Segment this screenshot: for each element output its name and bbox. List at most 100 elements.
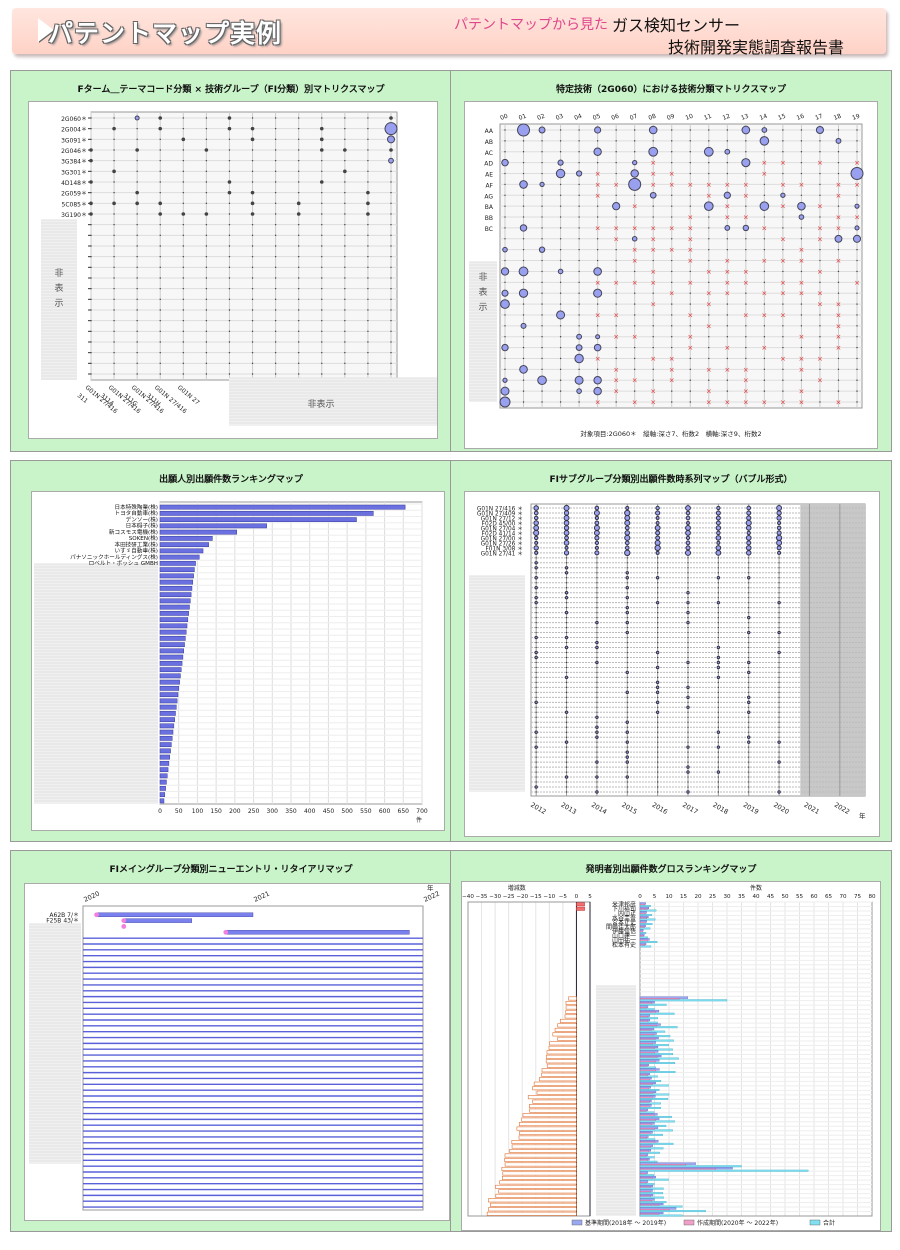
data-dot [687, 626, 689, 629]
cross-mark: × [798, 290, 804, 298]
data-dot [367, 170, 369, 173]
data-dot [626, 661, 628, 664]
data-dot [274, 373, 277, 375]
data-dot [559, 227, 562, 229]
bar [159, 767, 169, 772]
bubble [564, 710, 569, 714]
data-dot [250, 212, 255, 216]
data-dot [596, 303, 599, 305]
panel-fterm-matrix: Fターム＿テーマコード分類 × 技術グループ（FI分類）別マトリクスマップ 非表… [10, 70, 452, 452]
data-dot [390, 191, 392, 194]
data-dot [90, 191, 92, 194]
data-dot [657, 567, 659, 569]
cross-mark: × [836, 333, 842, 341]
bar-change [546, 1063, 577, 1068]
cross-mark: × [650, 399, 656, 407]
data-dot [136, 373, 138, 375]
y-tick-label: G01N 27/416 ＊ [477, 506, 523, 513]
data-dot [297, 330, 300, 333]
bar-change [557, 1036, 577, 1041]
bubble [624, 525, 630, 531]
bar-total [639, 1106, 661, 1109]
bubble [501, 289, 509, 297]
data-dot [274, 319, 277, 322]
data-dot [652, 379, 654, 381]
data-dot [113, 117, 115, 119]
bar-change [488, 1207, 577, 1212]
data-dot [367, 373, 369, 375]
bar [159, 704, 177, 710]
data-dot [274, 127, 277, 130]
data-dot [633, 216, 636, 218]
bar-change [522, 1113, 577, 1118]
bubble [715, 520, 721, 526]
data-dot [657, 731, 659, 733]
data-dot [90, 309, 92, 311]
right-tick-label: 35 [738, 894, 746, 900]
cross-mark: × [854, 279, 860, 287]
data-dot [652, 216, 654, 218]
data-dot [778, 736, 780, 738]
hidden-y-label-char: 示 [478, 303, 487, 313]
bubble [716, 770, 721, 774]
data-dot [800, 270, 803, 273]
bar-change [521, 1117, 577, 1122]
data-dot [390, 223, 392, 226]
data-dot [182, 181, 185, 183]
cross-mark: × [817, 377, 823, 385]
data-dot [596, 771, 598, 773]
bubble [624, 534, 631, 541]
bar [159, 573, 194, 579]
data-dot [113, 213, 115, 215]
bubble [746, 530, 751, 536]
cross-mark: × [632, 203, 638, 211]
y-tick-label: 3G091＊ [61, 137, 87, 144]
bubble [655, 550, 660, 555]
bar [159, 629, 187, 635]
cross-mark: × [780, 279, 786, 287]
data-dot [745, 248, 747, 251]
data-dot [657, 656, 659, 659]
data-dot [717, 626, 719, 629]
data-dot [626, 676, 628, 679]
data-dot [671, 129, 673, 131]
data-dot [321, 319, 323, 322]
data-dot [657, 781, 659, 783]
data-dot [633, 194, 636, 196]
cross-mark: × [724, 268, 730, 276]
cross-mark: × [687, 235, 693, 243]
data-dot [687, 587, 689, 589]
data-dot [778, 671, 780, 674]
bubble [624, 549, 631, 557]
data-dot [748, 766, 750, 768]
data-dot [778, 661, 780, 664]
data-dot [205, 319, 208, 322]
data-dot [182, 202, 185, 205]
data-dot [182, 319, 185, 322]
bubble [625, 775, 629, 779]
data-dot [228, 245, 231, 247]
data-dot [687, 651, 689, 654]
bar-total [639, 1071, 676, 1073]
cross-mark: × [613, 366, 619, 374]
data-dot [367, 223, 369, 226]
data-dot [274, 245, 277, 247]
data-dot [687, 656, 689, 659]
data-dot [626, 602, 628, 604]
data-dot [251, 341, 254, 343]
bubble [564, 595, 569, 600]
data-dot [687, 756, 689, 758]
bar [159, 511, 374, 516]
data-dot [671, 151, 673, 153]
cross-mark: × [632, 224, 638, 232]
bar [159, 611, 189, 616]
bar-change [541, 1072, 577, 1077]
data-dot [535, 766, 537, 768]
data-dot [205, 287, 208, 290]
data-dot [390, 309, 392, 311]
data-dot [671, 336, 673, 338]
bubble [594, 535, 600, 541]
data-dot [657, 661, 659, 664]
data-dot [778, 771, 780, 773]
bubble [533, 525, 540, 531]
